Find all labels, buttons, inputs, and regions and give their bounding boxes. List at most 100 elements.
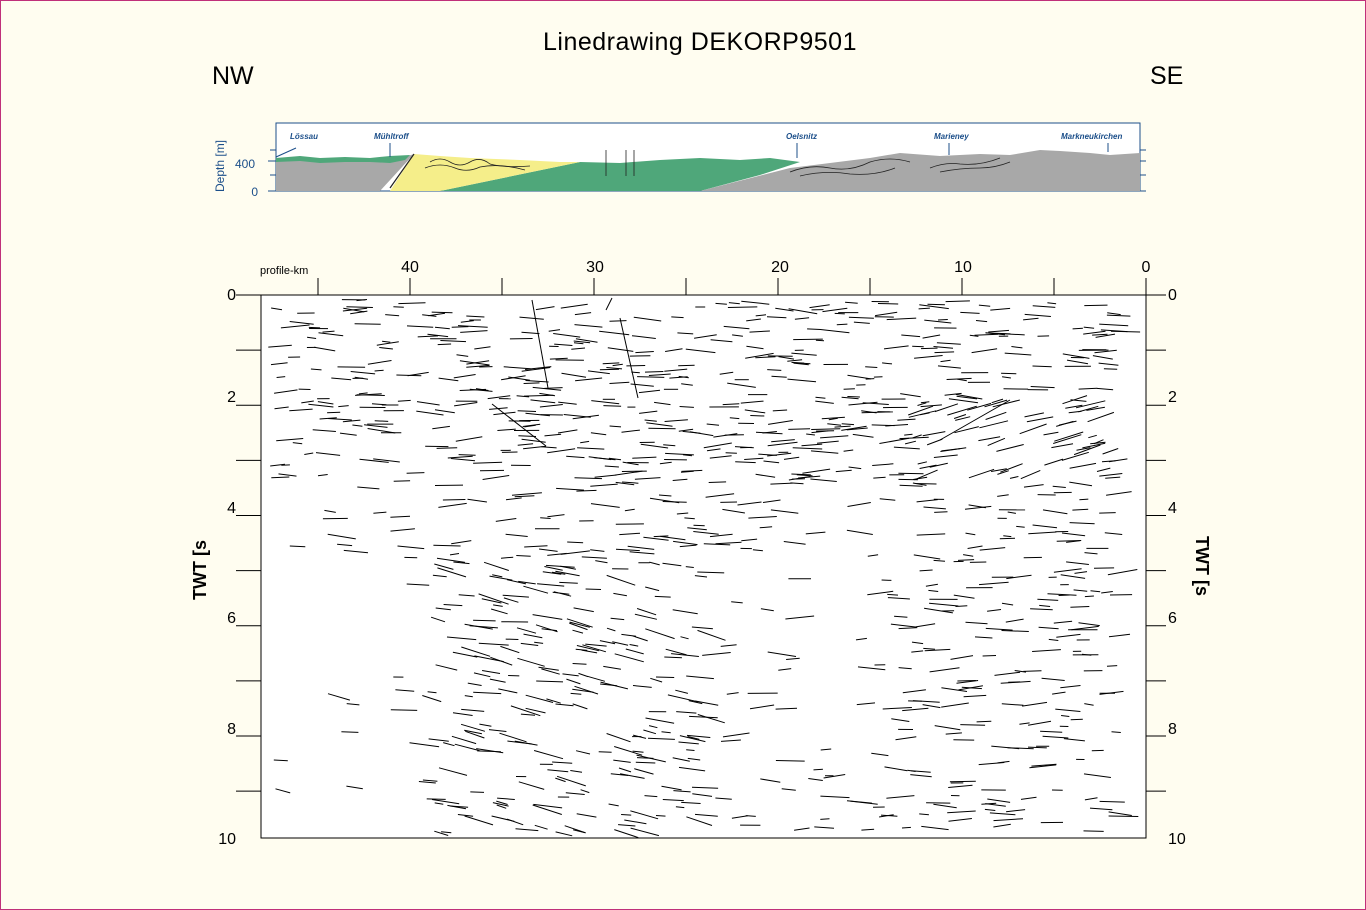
reflector-segment bbox=[901, 826, 911, 829]
reflector-segment bbox=[436, 557, 466, 563]
reflector-segment bbox=[872, 463, 894, 466]
reflector-segment bbox=[631, 371, 640, 374]
reflector-segment bbox=[376, 341, 399, 346]
reflector-segment bbox=[595, 560, 608, 564]
reflector-segment bbox=[457, 814, 474, 817]
reflector-segment bbox=[934, 351, 955, 354]
reflector-segment bbox=[715, 541, 742, 545]
reflector-segment bbox=[521, 438, 546, 443]
reflector-segment bbox=[447, 455, 473, 459]
reflector-segment bbox=[675, 806, 685, 809]
reflector-segment bbox=[978, 304, 991, 307]
reflector-segment bbox=[569, 621, 590, 628]
reflector-segment bbox=[465, 730, 485, 739]
reflector-segment bbox=[1052, 485, 1066, 488]
reflector-segment bbox=[945, 300, 970, 303]
reflector-segment bbox=[915, 623, 936, 628]
reflector-segment bbox=[985, 627, 1013, 631]
reflector-segment bbox=[434, 326, 450, 330]
reflector-segment bbox=[458, 454, 476, 456]
reflector-segment bbox=[960, 311, 980, 314]
reflector-segment bbox=[645, 717, 675, 724]
reflector-segment bbox=[912, 482, 927, 486]
reflector-segment bbox=[976, 720, 992, 723]
reflector-segment bbox=[814, 826, 835, 829]
reflector-segment bbox=[901, 334, 921, 338]
reflector-segment bbox=[922, 431, 946, 437]
reflector-segment bbox=[732, 334, 743, 337]
reflector-segment bbox=[673, 540, 698, 546]
reflector-segment bbox=[551, 571, 566, 575]
reflector-segment bbox=[495, 518, 517, 522]
reflector-segment bbox=[608, 803, 619, 807]
reflector-segment bbox=[1088, 434, 1097, 439]
cross-section-ticks bbox=[268, 149, 1146, 192]
reflector-segment bbox=[899, 484, 923, 487]
twt-right-2: 2 bbox=[1168, 389, 1177, 406]
reflector-segment bbox=[524, 424, 536, 428]
reflector-segment bbox=[846, 800, 872, 804]
reflector-segment bbox=[629, 644, 639, 647]
reflector-segment bbox=[503, 597, 519, 603]
reflector-segment bbox=[280, 324, 310, 329]
reflector-segment bbox=[590, 549, 605, 552]
reflector-segment bbox=[1027, 746, 1047, 749]
reflector-segment bbox=[919, 304, 949, 310]
reflector-segment bbox=[464, 695, 473, 698]
reflector-segment bbox=[987, 798, 1011, 803]
reflector-segment bbox=[548, 329, 561, 332]
reflector-segment bbox=[1020, 469, 1041, 480]
reflector-segment bbox=[920, 401, 930, 404]
reflector-segment bbox=[590, 503, 620, 508]
cross-section: Lössau Mühltroff Oelsnitz Marieney Markn… bbox=[213, 122, 1146, 199]
reflector-segment bbox=[715, 302, 727, 305]
reflector-segment bbox=[871, 424, 895, 427]
reflector-segment bbox=[645, 628, 675, 640]
reflector-segment bbox=[813, 768, 823, 771]
reflector-segment bbox=[1066, 359, 1089, 365]
reflector-segment bbox=[997, 494, 1009, 497]
reflector-segment bbox=[1107, 569, 1138, 576]
reflector-segment bbox=[523, 382, 540, 384]
reflector-segment bbox=[271, 307, 283, 311]
reflector-segment bbox=[788, 308, 818, 315]
reflector-segment bbox=[609, 425, 622, 428]
reflector-segment bbox=[941, 702, 969, 708]
reflector-segment bbox=[318, 332, 344, 337]
reflector-segment bbox=[965, 532, 976, 536]
reflector-segment bbox=[1062, 353, 1090, 359]
reflector-segment bbox=[610, 773, 629, 776]
reflector-segment bbox=[660, 535, 686, 541]
reflector-segment bbox=[437, 343, 452, 346]
reflector-segment bbox=[505, 497, 522, 501]
reflector-segment bbox=[510, 705, 541, 717]
reflector-segment bbox=[637, 376, 665, 378]
reflector-segment bbox=[473, 619, 496, 622]
reflector-segment bbox=[632, 635, 648, 642]
reflector-segment bbox=[961, 686, 982, 690]
reflector-segment bbox=[276, 376, 286, 378]
reflector-segment bbox=[470, 791, 485, 793]
reflector-segment bbox=[1074, 571, 1088, 574]
reflector-segment bbox=[665, 452, 694, 456]
reflector-segment bbox=[681, 383, 693, 386]
reflector-segment bbox=[459, 360, 490, 366]
twt-left-2: 2 bbox=[227, 389, 236, 406]
reflector-segment bbox=[460, 320, 474, 323]
reflector-segment bbox=[1083, 773, 1111, 778]
reflector-segment bbox=[913, 554, 941, 560]
reflector-segment bbox=[898, 667, 912, 670]
reflector-segment bbox=[1032, 305, 1056, 308]
reflector-segment bbox=[354, 323, 381, 325]
reflector-segment bbox=[990, 307, 1011, 311]
reflector-segment bbox=[338, 405, 349, 408]
reflector-segment bbox=[1032, 365, 1052, 368]
reflector-segment bbox=[904, 433, 913, 436]
reflector-segment bbox=[748, 516, 777, 519]
reflector-segment bbox=[359, 458, 389, 463]
fault-line bbox=[605, 297, 613, 311]
reflector-segment bbox=[346, 785, 363, 790]
reflector-segment bbox=[678, 428, 694, 432]
reflector-segment bbox=[358, 392, 368, 395]
reflector-segment bbox=[893, 446, 920, 450]
